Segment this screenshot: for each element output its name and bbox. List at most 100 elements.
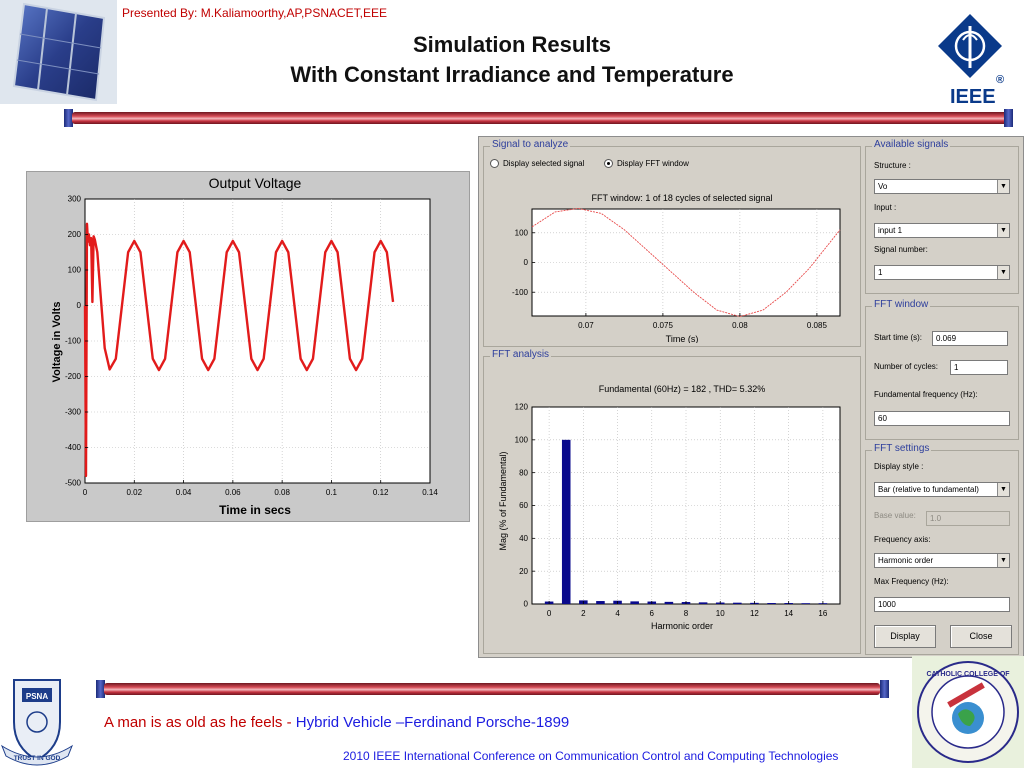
harmonic-bar [801,603,811,604]
max-frequency-input[interactable]: 1000 [874,597,1010,612]
slide-title: Simulation Results With Constant Irradia… [0,30,1024,90]
conference-name: 2010 IEEE International Conference on Co… [343,749,839,763]
solar-cell-image [12,2,106,102]
start-time-input[interactable]: 0.069 [932,331,1008,346]
fft-window-chart: 0.07 0.075 0.08 0.085 100 0 -100 FFT window: 1… [512,193,841,343]
ieee-diamond-icon [938,14,1002,78]
chevron-down-icon[interactable]: ▼ [997,266,1009,279]
fa-x-axis-label: Harmonic order [651,621,713,631]
ov-chart-title: Output Voltage [209,175,302,191]
frequency-axis-label: Frequency axis: [874,535,931,544]
fft-analysis-group: FFT analysis 0 2 4 6 8 10 12 14 16 120 100 80 60 40 20… [483,349,861,654]
harmonic-bar [561,439,571,604]
college-seal-ring-text: CATHOLIC COLLEGE OF [926,671,1010,678]
x-tick-label: 0.08 [274,488,290,497]
radio-button-on-icon[interactable] [604,159,613,169]
max-frequency-label: Max Frequency (Hz): [874,577,949,586]
x-tick-label: 0.12 [373,488,389,497]
catholic-college-logo: CATHOLIC COLLEGE OF [912,656,1024,768]
output-voltage-chart: 0 0.02 0.04 0.06 0.08 0.1 0.12 0.14 300 200 100 0 -1… [51,175,438,517]
psna-crest-icon: PSNA TRUST IN GOD [0,679,74,766]
display-style-select[interactable]: Bar (relative to fundamental) ▼ [874,482,1010,497]
signal-to-analyze-title: Signal to analyze [490,139,571,150]
psna-college-logo: PSNA TRUST IN GOD [0,676,74,766]
fundamental-frequency-label: Fundamental frequency (Hz): [874,390,978,399]
fft-analysis-window: Signal to analyze Display selected signa… [478,136,1024,658]
x-tick-label: 16 [818,609,827,618]
radio-display-selected-label: Display selected signal [503,159,585,168]
x-tick-label: 0.14 [422,488,438,497]
x-tick-label: 0.02 [126,488,142,497]
y-tick-label: 300 [68,195,82,204]
frequency-axis-select-value: Harmonic order [878,556,934,565]
y-tick-label: 120 [515,403,529,412]
psna-crest-label: PSNA [26,692,48,701]
presenter-credit: Presented By: M.Kaliamoorthy,AP,PSNACET,… [122,6,388,20]
y-tick-label: -200 [65,372,82,381]
fft-analysis-chart: 0 2 4 6 8 10 12 14 16 120 100 80 60 40 20 0 Fundamental… [498,384,841,631]
y-tick-label: 0 [524,600,529,609]
ieee-wordmark: IEEE [950,86,996,108]
quote-attribution: Hybrid Vehicle –Ferdinand Porsche-1899 [295,714,570,731]
fundamental-frequency-input[interactable]: 60 [874,411,1010,426]
y-tick-label: -100 [512,288,529,297]
display-style-label: Display style : [874,462,924,471]
ieee-logo: ® IEEE [936,12,1008,108]
x-tick-label: 0.1 [326,488,338,497]
college-seal-icon: CATHOLIC COLLEGE OF [917,661,1019,763]
x-tick-label: 14 [784,609,793,618]
y-tick-label: -500 [65,479,82,488]
psna-motto-ribbon: TRUST IN GOD [14,755,61,762]
x-tick-label: 0.04 [176,488,192,497]
chevron-down-icon[interactable]: ▼ [997,224,1009,237]
y-tick-label: 60 [519,501,528,510]
title-line-1: Simulation Results [412,32,612,57]
available-signals-title: Available signals [872,139,951,150]
base-value-label: Base value: [874,511,916,520]
cycles-input[interactable]: 1 [950,360,1008,375]
y-tick-label: 200 [68,230,82,239]
ov-x-axis-label: Time in secs [219,503,291,517]
harmonic-bar [664,601,674,604]
quote-text: A man is as old as he feels [104,714,283,731]
fft-window-title: FFT window [872,299,931,310]
chevron-down-icon[interactable]: ▼ [997,180,1009,193]
top-divider-rule [72,112,1008,124]
radio-display-fft-window[interactable]: Display FFT window [604,159,689,169]
structure-select-value: Vo [878,182,888,191]
display-button[interactable]: Display [874,625,936,648]
x-tick-label: 0 [547,609,552,618]
x-tick-label: 0.08 [732,321,748,330]
solar-cell-logo [0,0,117,104]
x-tick-label: 4 [615,609,620,618]
quote-separator: - [282,714,296,731]
available-signals-group: Available signals Structure : Vo ▼ Input… [865,139,1019,294]
bottom-rule-right-cap [880,680,889,698]
fft-settings-title: FFT settings [872,443,932,454]
x-tick-label: 8 [684,609,689,618]
x-tick-label: 6 [650,609,655,618]
x-tick-label: 0.07 [578,321,594,330]
bottom-divider-rule [104,683,880,695]
bottom-rule-left-cap [96,680,105,698]
chevron-down-icon[interactable]: ▼ [997,483,1009,496]
y-tick-label: 80 [519,468,528,477]
x-tick-label: 10 [716,609,725,618]
chevron-down-icon[interactable]: ▼ [997,554,1009,567]
input-label: Input : [874,203,897,212]
y-tick-label: 100 [68,266,82,275]
x-tick-label: 2 [581,609,586,618]
fft-window-group: FFT window Start time (s): 0.069 Number … [865,299,1019,440]
close-button[interactable]: Close [950,625,1012,648]
structure-select[interactable]: Vo ▼ [874,179,1010,194]
radio-display-selected-signal[interactable]: Display selected signal [490,159,585,169]
y-tick-label: 20 [519,567,528,576]
radio-button-off-icon[interactable] [490,159,499,169]
input-select[interactable]: input 1 ▼ [874,223,1010,238]
frequency-axis-select[interactable]: Harmonic order ▼ [874,553,1010,568]
x-tick-label: 0.075 [653,321,674,330]
signal-number-select[interactable]: 1 ▼ [874,265,1010,280]
fw-chart-title: FFT window: 1 of 18 cycles of selected s… [592,193,773,203]
start-time-label: Start time (s): [874,333,923,342]
signal-number-select-value: 1 [878,268,883,277]
